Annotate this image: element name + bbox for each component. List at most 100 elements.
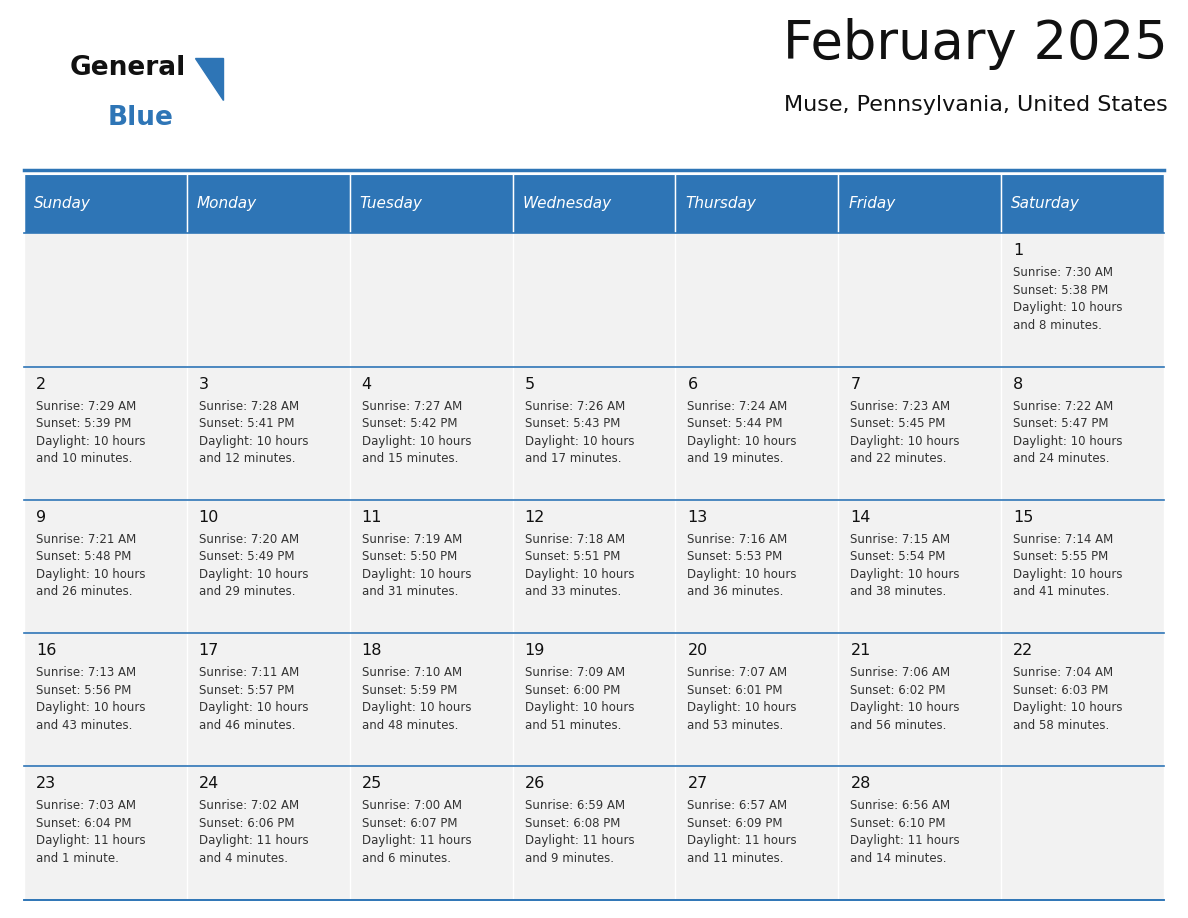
Text: Sunrise: 7:26 AM: Sunrise: 7:26 AM (525, 399, 625, 412)
Bar (349, 233, 512, 366)
Bar (1001, 767, 1164, 900)
Text: 7: 7 (851, 376, 860, 392)
Text: Sunrise: 7:20 AM: Sunrise: 7:20 AM (198, 532, 299, 546)
Bar (839, 500, 1001, 633)
Text: Sunset: 5:38 PM: Sunset: 5:38 PM (1013, 284, 1108, 297)
Text: Daylight: 11 hours: Daylight: 11 hours (361, 834, 472, 847)
Text: 6: 6 (688, 376, 697, 392)
Text: and 38 minutes.: and 38 minutes. (851, 586, 947, 599)
Bar (1001, 366, 1164, 500)
Text: and 51 minutes.: and 51 minutes. (525, 719, 621, 732)
Bar (24, 633, 187, 767)
Bar (512, 366, 676, 500)
Text: Daylight: 10 hours: Daylight: 10 hours (851, 701, 960, 714)
Text: Sunset: 5:54 PM: Sunset: 5:54 PM (851, 551, 946, 564)
Bar (512, 233, 676, 366)
Bar (839, 366, 1001, 500)
Text: 19: 19 (525, 644, 545, 658)
Text: Daylight: 10 hours: Daylight: 10 hours (688, 701, 797, 714)
Text: Daylight: 10 hours: Daylight: 10 hours (36, 568, 145, 581)
Bar (512, 767, 676, 900)
Text: Sunset: 5:49 PM: Sunset: 5:49 PM (198, 551, 295, 564)
Bar (1001, 633, 1164, 767)
Text: 28: 28 (851, 777, 871, 791)
Text: Sunrise: 7:30 AM: Sunrise: 7:30 AM (1013, 266, 1113, 279)
Text: Daylight: 10 hours: Daylight: 10 hours (1013, 701, 1123, 714)
Text: 1: 1 (1013, 243, 1024, 258)
Text: Sunrise: 7:21 AM: Sunrise: 7:21 AM (36, 532, 135, 546)
Bar (24, 174, 187, 233)
Text: Muse, Pennsylvania, United States: Muse, Pennsylvania, United States (784, 95, 1168, 115)
Text: Sunset: 5:55 PM: Sunset: 5:55 PM (1013, 551, 1108, 564)
Text: Sunset: 5:44 PM: Sunset: 5:44 PM (688, 417, 783, 431)
Bar (187, 500, 349, 633)
Text: Sunset: 5:56 PM: Sunset: 5:56 PM (36, 684, 131, 697)
Text: Sunrise: 7:18 AM: Sunrise: 7:18 AM (525, 532, 625, 546)
Polygon shape (195, 58, 223, 100)
Text: Sunrise: 7:14 AM: Sunrise: 7:14 AM (1013, 532, 1113, 546)
Text: Blue: Blue (108, 105, 173, 131)
Bar (349, 633, 512, 767)
Bar (1001, 174, 1164, 233)
Text: 10: 10 (198, 509, 219, 525)
Text: Friday: Friday (848, 196, 896, 211)
Text: Sunrise: 7:07 AM: Sunrise: 7:07 AM (688, 666, 788, 679)
Text: 9: 9 (36, 509, 46, 525)
Text: Sunrise: 7:16 AM: Sunrise: 7:16 AM (688, 532, 788, 546)
Text: 20: 20 (688, 644, 708, 658)
Text: and 29 minutes.: and 29 minutes. (198, 586, 295, 599)
Bar (676, 174, 839, 233)
Text: and 43 minutes.: and 43 minutes. (36, 719, 132, 732)
Text: Daylight: 11 hours: Daylight: 11 hours (851, 834, 960, 847)
Text: Monday: Monday (197, 196, 257, 211)
Text: Daylight: 10 hours: Daylight: 10 hours (198, 568, 308, 581)
Bar (676, 233, 839, 366)
Bar (839, 633, 1001, 767)
Text: and 46 minutes.: and 46 minutes. (198, 719, 295, 732)
Text: Daylight: 10 hours: Daylight: 10 hours (361, 701, 472, 714)
Text: Sunset: 6:09 PM: Sunset: 6:09 PM (688, 817, 783, 830)
Text: Sunrise: 7:10 AM: Sunrise: 7:10 AM (361, 666, 462, 679)
Text: Sunset: 6:08 PM: Sunset: 6:08 PM (525, 817, 620, 830)
Text: and 56 minutes.: and 56 minutes. (851, 719, 947, 732)
Text: and 19 minutes.: and 19 minutes. (688, 452, 784, 465)
Bar (839, 767, 1001, 900)
Text: Sunset: 5:43 PM: Sunset: 5:43 PM (525, 417, 620, 431)
Bar (349, 174, 512, 233)
Text: Sunrise: 7:29 AM: Sunrise: 7:29 AM (36, 399, 135, 412)
Text: 12: 12 (525, 509, 545, 525)
Text: 21: 21 (851, 644, 871, 658)
Bar (187, 633, 349, 767)
Text: February 2025: February 2025 (783, 18, 1168, 70)
Text: General: General (70, 55, 187, 81)
Bar (24, 233, 187, 366)
Text: Sunset: 5:45 PM: Sunset: 5:45 PM (851, 417, 946, 431)
Text: Sunset: 5:57 PM: Sunset: 5:57 PM (198, 684, 295, 697)
Text: Daylight: 10 hours: Daylight: 10 hours (36, 434, 145, 448)
Text: Tuesday: Tuesday (360, 196, 423, 211)
Text: Sunset: 6:04 PM: Sunset: 6:04 PM (36, 817, 131, 830)
Text: and 33 minutes.: and 33 minutes. (525, 586, 621, 599)
Text: Daylight: 10 hours: Daylight: 10 hours (361, 434, 472, 448)
Text: Sunday: Sunday (33, 196, 90, 211)
Text: Daylight: 11 hours: Daylight: 11 hours (198, 834, 309, 847)
Text: Daylight: 10 hours: Daylight: 10 hours (198, 434, 308, 448)
Text: Thursday: Thursday (685, 196, 757, 211)
Text: Sunset: 5:59 PM: Sunset: 5:59 PM (361, 684, 457, 697)
Text: Sunrise: 7:28 AM: Sunrise: 7:28 AM (198, 399, 299, 412)
Text: 18: 18 (361, 644, 383, 658)
Text: and 14 minutes.: and 14 minutes. (851, 852, 947, 865)
Text: Sunrise: 7:09 AM: Sunrise: 7:09 AM (525, 666, 625, 679)
Text: Daylight: 10 hours: Daylight: 10 hours (688, 434, 797, 448)
Bar (187, 767, 349, 900)
Text: Sunrise: 7:24 AM: Sunrise: 7:24 AM (688, 399, 788, 412)
Text: Daylight: 11 hours: Daylight: 11 hours (688, 834, 797, 847)
Bar (187, 174, 349, 233)
Text: Sunrise: 7:19 AM: Sunrise: 7:19 AM (361, 532, 462, 546)
Text: 16: 16 (36, 644, 56, 658)
Bar (24, 500, 187, 633)
Text: 8: 8 (1013, 376, 1024, 392)
Bar (839, 233, 1001, 366)
Text: Sunset: 5:41 PM: Sunset: 5:41 PM (198, 417, 295, 431)
Text: Wednesday: Wednesday (523, 196, 612, 211)
